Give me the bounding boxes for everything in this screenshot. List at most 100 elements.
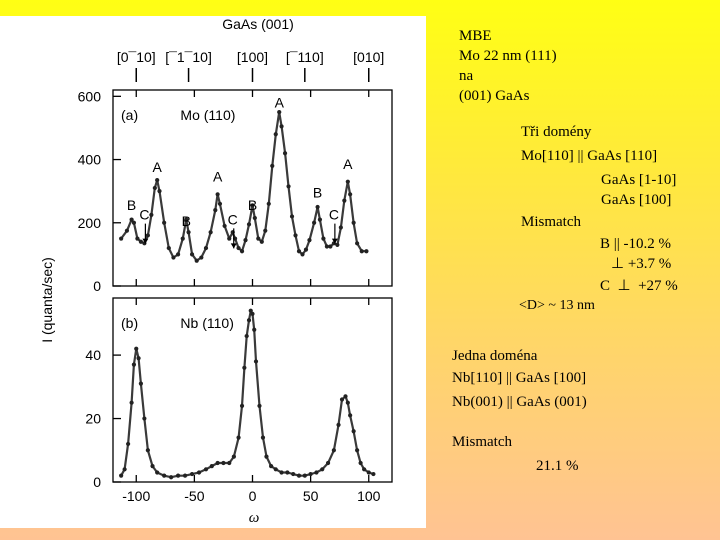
data-point <box>291 471 296 477</box>
data-point <box>331 448 336 453</box>
peak-label: A <box>343 156 353 172</box>
data-point <box>308 471 313 477</box>
data-point <box>335 242 340 248</box>
data-point <box>239 403 245 408</box>
data-point <box>314 470 319 475</box>
data-point <box>213 208 218 213</box>
data-point <box>338 225 343 230</box>
data-point <box>155 470 160 475</box>
data-point <box>129 217 134 222</box>
data-point <box>194 258 199 263</box>
data-point <box>264 454 269 459</box>
data-point <box>336 422 341 427</box>
data-point <box>199 255 204 260</box>
data-point <box>286 184 291 189</box>
data-point <box>215 460 220 466</box>
data-point <box>259 239 264 244</box>
note-line: Mismatch <box>521 214 581 230</box>
data-point <box>222 223 227 229</box>
data-point <box>142 416 147 421</box>
peak-label: A <box>275 94 285 110</box>
data-point <box>180 236 185 241</box>
peak-arrow-head <box>230 243 237 249</box>
data-point <box>131 220 137 225</box>
note-line: 21.1 % <box>536 458 579 474</box>
data-point <box>129 400 134 405</box>
data-point <box>184 217 189 222</box>
data-point <box>252 327 257 332</box>
data-point <box>296 473 302 478</box>
data-point <box>328 244 333 249</box>
peak-label: B <box>127 197 136 213</box>
note-line: C ⊥ +27 % <box>600 278 678 294</box>
data-point <box>155 177 160 183</box>
data-point <box>182 473 188 478</box>
data-point <box>300 252 305 257</box>
data-point <box>126 441 131 447</box>
data-point <box>269 464 274 469</box>
data-point <box>303 247 309 252</box>
data-point <box>355 241 360 246</box>
note-line: MBE <box>459 28 492 44</box>
data-point <box>122 467 127 472</box>
data-point <box>343 394 348 399</box>
data-point <box>282 151 288 156</box>
data-point <box>162 220 167 225</box>
note-line: Nb[110] || GaAs [100] <box>452 370 587 386</box>
data-point <box>324 244 329 249</box>
data-point <box>239 249 245 254</box>
data-point <box>348 413 353 418</box>
data-point <box>279 470 284 475</box>
note-line: GaAs [1-10] <box>601 172 677 188</box>
y-tick-label: 600 <box>78 88 102 104</box>
note-line: (001) GaAs <box>459 88 530 104</box>
data-point <box>273 467 278 472</box>
peak-arrow-head <box>142 238 149 244</box>
direction-label: [¯1¯10] <box>165 49 212 65</box>
data-point <box>252 215 257 221</box>
data-point <box>138 381 143 386</box>
data-point <box>279 124 284 129</box>
peak-label: B <box>313 184 322 200</box>
data-point <box>157 189 162 194</box>
data-point <box>203 245 209 251</box>
note-line: Mo 22 nm (111) <box>459 48 557 64</box>
data-point <box>217 201 223 206</box>
data-point <box>227 236 232 241</box>
data-point <box>208 230 213 235</box>
data-point <box>366 470 371 475</box>
data-point <box>246 222 252 227</box>
peak-label: C <box>329 207 339 223</box>
y-tick-label: 40 <box>85 347 101 363</box>
data-point <box>339 397 345 402</box>
data-point <box>371 471 376 477</box>
data-point <box>189 471 195 477</box>
data-point <box>250 203 255 208</box>
data-point <box>221 460 226 466</box>
data-point <box>243 238 248 243</box>
note-line: Nb(001) || GaAs (001) <box>452 394 587 410</box>
data-point <box>351 220 356 225</box>
data-point <box>196 470 202 475</box>
data-point <box>150 464 155 469</box>
data-point <box>263 228 268 233</box>
data-point <box>293 233 298 238</box>
data-point <box>253 359 259 364</box>
data-point <box>289 214 295 219</box>
figure-background <box>0 16 426 528</box>
note-line: <D> ~ 13 nm <box>519 298 595 313</box>
data-point <box>162 473 167 478</box>
data-point <box>257 403 262 408</box>
panel-label-b: (b) <box>121 315 138 331</box>
panel-title-b: Nb (110) <box>180 315 233 331</box>
data-point <box>345 400 350 405</box>
data-point <box>345 179 350 184</box>
data-point <box>176 473 181 478</box>
peak-label: A <box>213 169 223 185</box>
data-point <box>145 448 150 453</box>
data-point <box>171 255 176 260</box>
peak-label: B <box>182 213 191 229</box>
y-tick-label: 0 <box>93 278 101 294</box>
x-tick-label: 0 <box>249 488 257 504</box>
peak-label: A <box>153 159 163 175</box>
